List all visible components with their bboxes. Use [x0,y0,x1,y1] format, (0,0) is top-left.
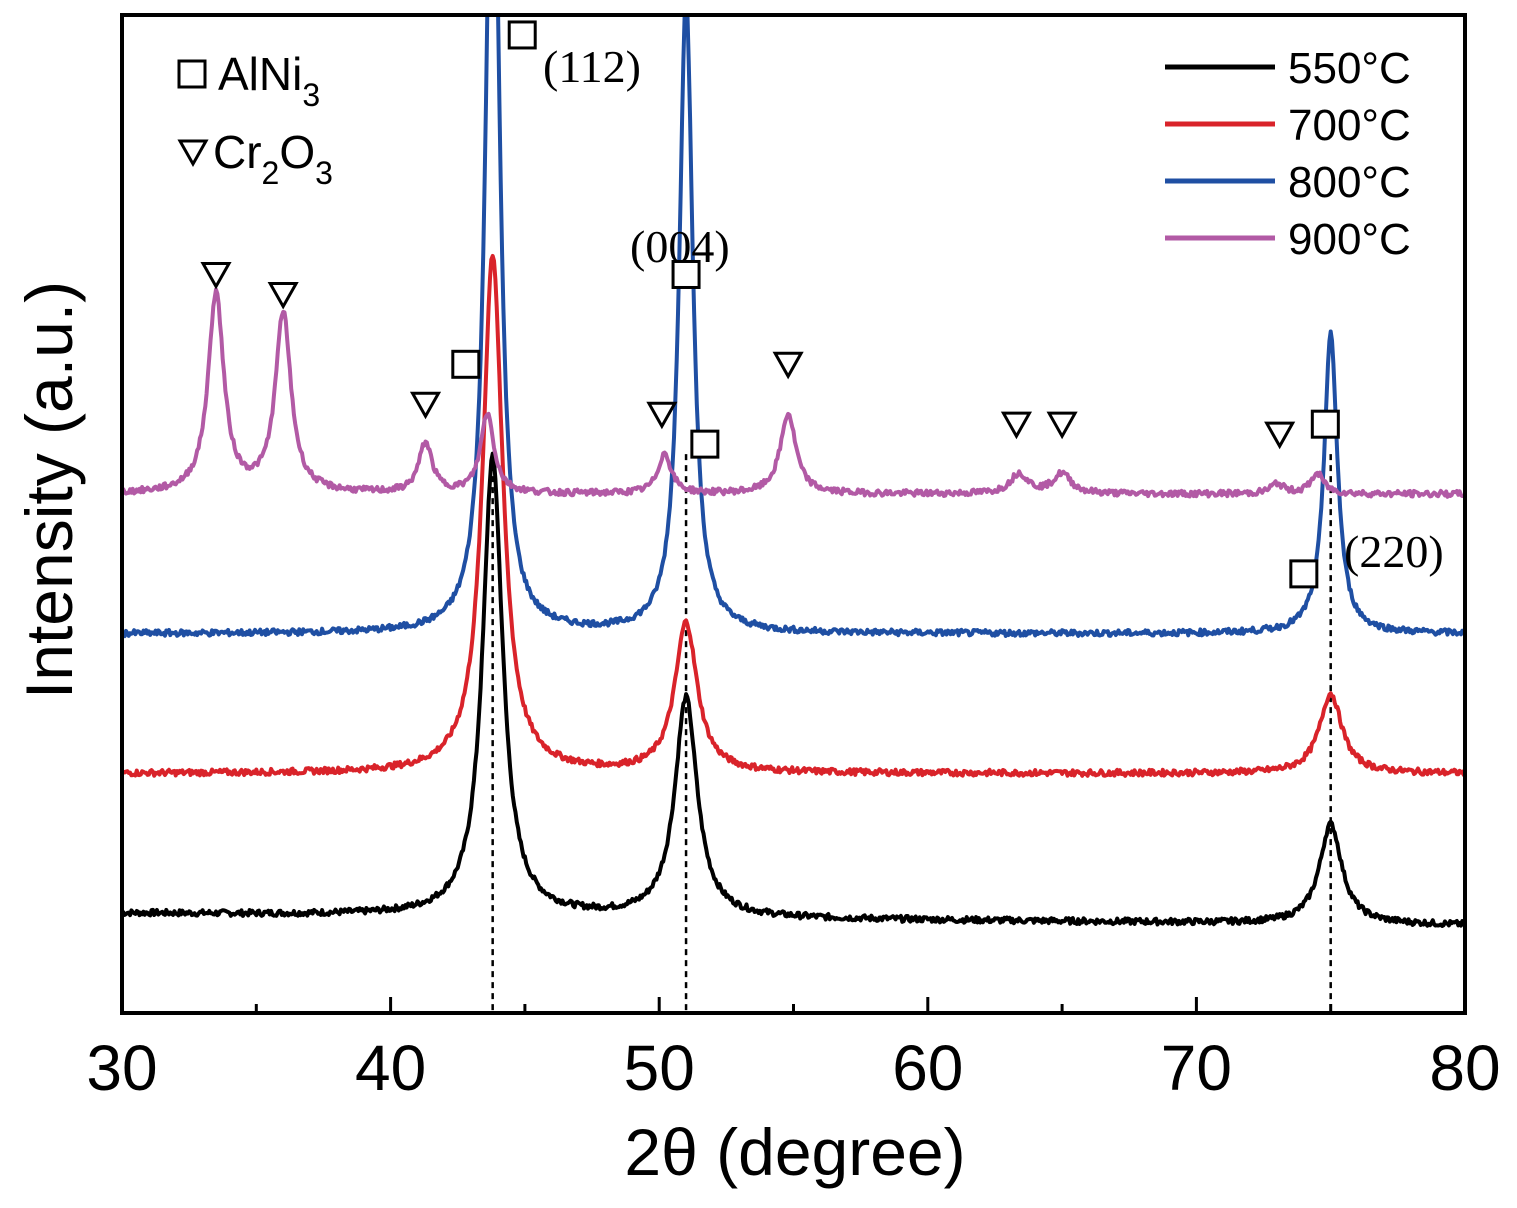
aluminide-square-icon [507,20,537,50]
oxide-triangle-icon [1046,411,1078,440]
x-tick-label: 40 [355,1032,426,1104]
phase-legend-alni3: AlNi3 [218,48,320,113]
legend-label: 900°C [1288,215,1411,264]
reflection-label-220: (220) [1344,526,1444,577]
aluminide-square-icon [1289,559,1319,589]
x-tick-label: 30 [86,1032,157,1104]
oxide-triangle-icon [772,351,804,380]
series-layer [122,15,1465,928]
oxide-triangle-icon [1000,411,1033,440]
oxide-triangle-icon [267,281,299,310]
series-line-700c [122,254,1465,778]
aluminide-square-icon [671,259,701,289]
aluminide-square-icon [451,349,481,379]
phase-legend-cr2o3: Cr2O3 [213,126,333,191]
legend-label: 800°C [1288,158,1411,207]
phase-markers [200,20,1340,589]
x-tick-label: 60 [892,1032,963,1104]
x-axis-title: 2θ (degree) [624,1115,965,1189]
oxide-triangle-icon [1264,421,1296,450]
aluminide-square-icon [1310,409,1340,439]
oxide-triangle-icon [177,139,209,168]
reflection-label-112: (112) [543,41,641,92]
oxide-triangle-icon [200,261,232,290]
y-axis-title: Intensity (a.u.) [12,281,86,699]
x-tick-label: 50 [624,1032,695,1104]
legend-label: 550°C [1288,44,1411,93]
temperature-legend: 550°C 700°C 800°C 900°C [1165,44,1411,264]
phase-legend: AlNi3 Cr2O3 [177,48,333,191]
series-line-550c [122,451,1465,928]
aluminide-square-icon [177,59,207,89]
x-tick-label: 80 [1429,1032,1500,1104]
legend-label: 700°C [1288,101,1411,150]
x-tick-label: 70 [1161,1032,1232,1104]
reference-lines [491,454,1332,1013]
oxide-triangle-icon [409,391,442,420]
series-line-900c [122,287,1465,499]
series-line-800c [122,15,1465,639]
x-axis-ticks: 30 40 50 60 70 80 [86,997,1501,1104]
reflection-labels: (112) (004) (220) [543,41,1444,577]
oxide-triangle-icon [646,401,678,430]
aluminide-square-icon [690,429,720,459]
reflection-label-004: (004) [630,221,730,272]
